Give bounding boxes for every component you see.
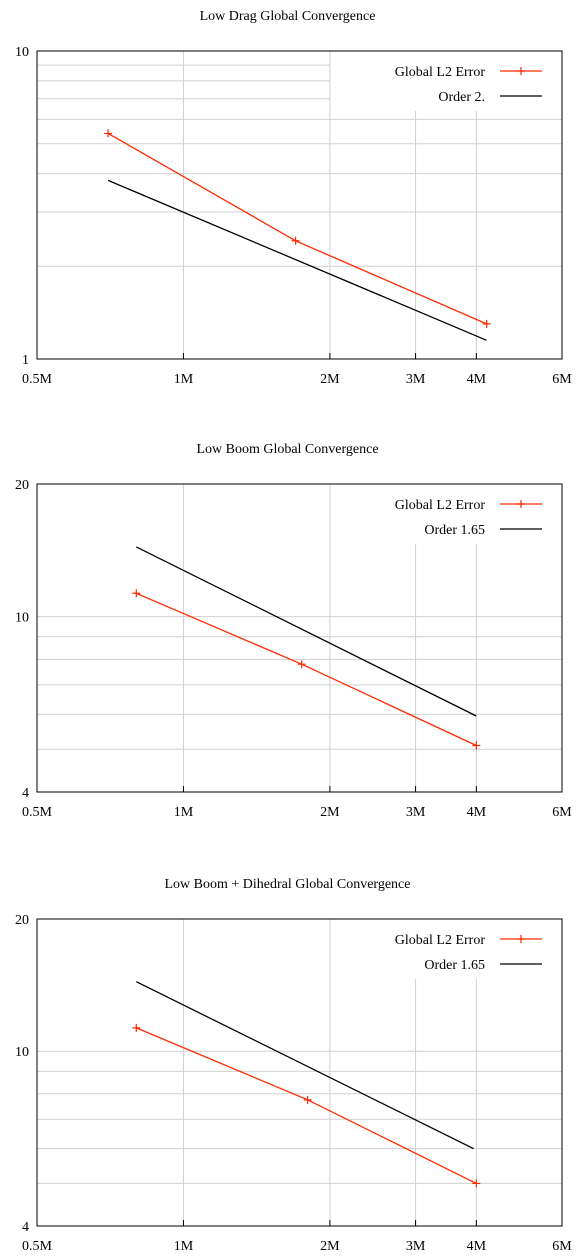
legend-marker: [517, 67, 525, 75]
series-line: [136, 981, 474, 1150]
y-tick-label: 4: [22, 1220, 29, 1235]
chart-title: Low Boom Global Convergence: [196, 442, 378, 457]
data-point: [104, 129, 113, 138]
series-line: [136, 546, 477, 717]
y-tick-label: 10: [15, 1045, 29, 1060]
x-tick-label: 0.5M: [22, 805, 53, 820]
x-tick-label: 6M: [552, 805, 572, 820]
y-tick-label: 20: [15, 478, 29, 493]
x-tick-label: 6M: [552, 1239, 572, 1254]
y-tick-label: 10: [15, 45, 29, 60]
x-tick-label: 4M: [467, 372, 487, 387]
data-point: [132, 1023, 141, 1032]
legend-label: Global L2 Error: [395, 933, 486, 948]
legend-label: Order 1.65: [424, 523, 485, 538]
legend-label: Global L2 Error: [395, 65, 486, 80]
data-point: [291, 236, 300, 245]
chart-title: Low Drag Global Convergence: [200, 9, 376, 24]
x-tick-label: 0.5M: [22, 1239, 53, 1254]
series-line: [107, 179, 487, 341]
chart-title: Low Boom + Dihedral Global Convergence: [165, 877, 411, 892]
series-line: [136, 592, 477, 747]
x-tick-label: 6M: [552, 372, 572, 387]
legend-marker: [517, 500, 525, 508]
data-point: [297, 660, 306, 669]
chart-panel: Low Boom + Dihedral Global Convergence 0.…: [15, 877, 572, 1254]
x-tick-label: 1M: [174, 805, 194, 820]
x-tick-label: 3M: [406, 372, 426, 387]
y-tick-label: 20: [15, 913, 29, 928]
x-tick-label: 3M: [406, 1239, 426, 1254]
legend-label: Order 1.65: [424, 958, 485, 973]
x-tick-label: 1M: [174, 1239, 194, 1254]
x-tick-label: 2M: [320, 372, 340, 387]
x-tick-label: 4M: [467, 805, 487, 820]
y-tick-label: 4: [22, 786, 29, 801]
data-point: [482, 319, 491, 328]
plot-frame: [36, 483, 563, 793]
x-tick-label: 4M: [467, 1239, 487, 1254]
plot-frame: [36, 918, 563, 1227]
chart-panel: Low Boom Global Convergence 0.5M 1M 2M 3M 4M 6…: [15, 442, 572, 820]
x-tick-label: 1M: [174, 372, 194, 387]
data-point: [472, 1179, 481, 1188]
y-tick-label: 1: [22, 353, 29, 368]
legend-label: Global L2 Error: [395, 498, 486, 513]
x-tick-label: 3M: [406, 805, 426, 820]
series-line: [107, 132, 487, 325]
data-point: [472, 741, 481, 750]
x-tick-label: 0.5M: [22, 372, 53, 387]
x-tick-label: 2M: [320, 805, 340, 820]
x-tick-label: 2M: [320, 1239, 340, 1254]
legend-label: Order 2.: [438, 90, 485, 105]
legend-marker: [517, 935, 525, 943]
chart-panel: Low Drag Global Convergence 0.5M 1M 2M 3M 4M 6…: [15, 9, 572, 387]
y-tick-label: 10: [15, 611, 29, 626]
data-point: [303, 1095, 312, 1104]
data-point: [132, 589, 141, 598]
plot-frame: [36, 50, 563, 360]
